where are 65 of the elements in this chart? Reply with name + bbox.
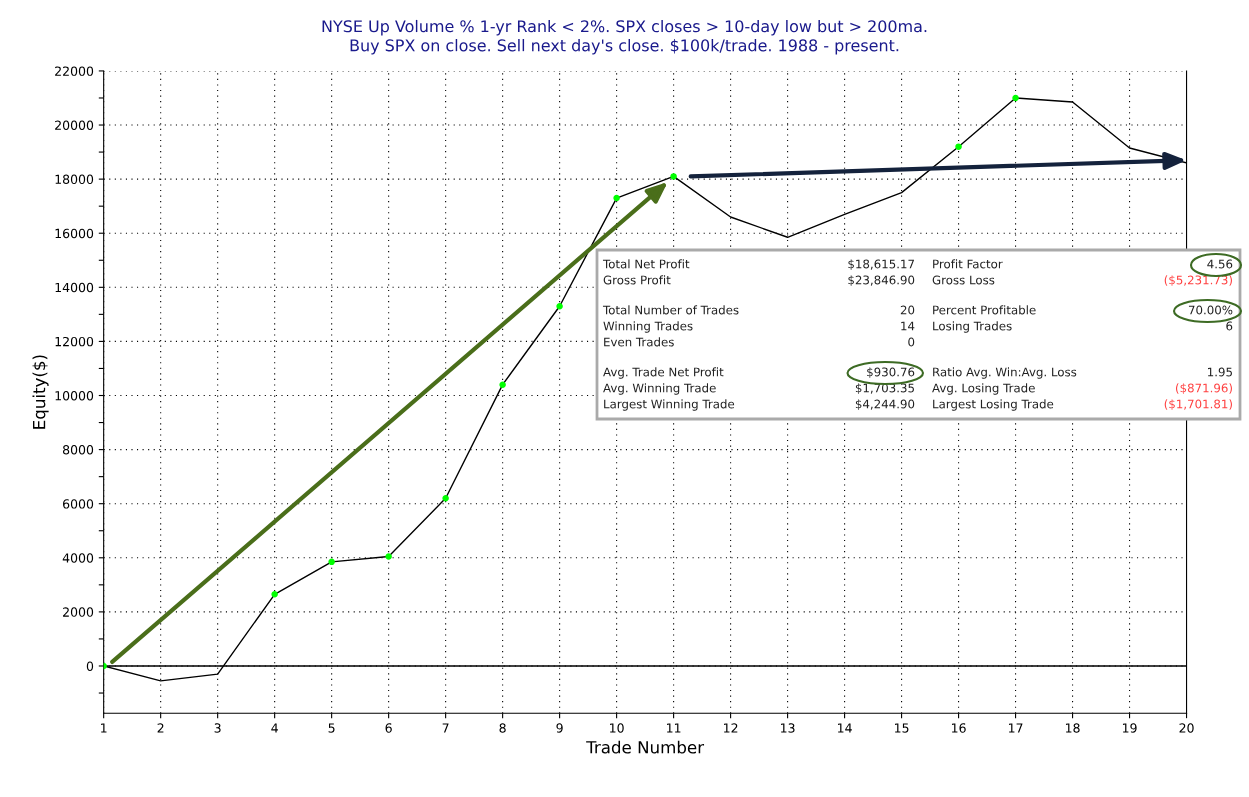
annotation: Even Trades <box>604 337 674 347</box>
text: 6 <box>1226 321 1233 331</box>
x-tick-label: 11 <box>667 723 681 733</box>
annotation: $1,703.35 <box>855 383 914 394</box>
annotation: 0 <box>908 337 915 347</box>
x-tick-label: 19 <box>1122 723 1137 733</box>
annotation: ($5,231.73) <box>1164 275 1232 286</box>
y-tick-label: 12000 <box>55 336 94 347</box>
annotation: Avg. Losing Trade <box>932 383 1035 395</box>
annotation: Gross Loss <box>932 275 995 285</box>
x-tick-label: 5 <box>328 723 335 733</box>
x-tick-label: 17 <box>1008 723 1023 733</box>
annotation: $4,244.90 <box>855 399 915 410</box>
x-tick-label: 15 <box>895 723 909 733</box>
y-tick-label: 20000 <box>55 120 94 130</box>
annotation: Total Net Profit <box>602 259 690 269</box>
y-tick-label: 18000 <box>55 174 94 185</box>
y-tick-label: 4000 <box>62 553 94 563</box>
annotation: Largest Losing Trade <box>933 399 1054 411</box>
x-tick-label: 18 <box>1065 723 1080 733</box>
x-tick-label: 4 <box>271 723 278 733</box>
y-tick-label: 8000 <box>62 445 94 455</box>
text: 70.00% <box>1188 305 1233 315</box>
x-tick-label: 16 <box>951 723 966 733</box>
annotation: 20 <box>900 305 915 315</box>
annotation: Avg. Trade Net Profit <box>603 367 724 379</box>
annotation: $23,846.90 <box>848 275 915 286</box>
annotation: ($871.96) <box>1175 383 1232 394</box>
chart-title: NYSE Up Volume % 1-yr Rank < 2%. SPX closes > 10-day low but > 200ma. Buy SPX on close. Sell next day's close. $100k/trade. 1988 - present. <box>322 19 927 55</box>
x-tick-label: 6 <box>385 723 392 733</box>
annotation: Total Number of Trades <box>602 305 739 315</box>
x-tick-label: 10 <box>610 723 624 733</box>
y-tick-label: 10000 <box>55 390 94 401</box>
x-tick-label: 1 <box>101 723 107 733</box>
annotation: $18,615.17 <box>848 259 914 270</box>
x-tick-label: 20 <box>1179 723 1194 733</box>
annotation: ($1,701.81) <box>1164 399 1232 410</box>
x-axis-title: Trade Number <box>586 740 705 754</box>
annotation: Losing Trades <box>933 321 1012 333</box>
annotation: Winning Trades <box>603 321 693 333</box>
x-tick-label: 8 <box>499 723 506 733</box>
y-tick-label: 2000 <box>63 607 94 617</box>
text: 4.56 <box>1207 259 1233 269</box>
annotation: Gross Profit <box>603 275 671 285</box>
x-tick-label: 3 <box>214 723 221 733</box>
x-tick-label: 2 <box>157 723 164 733</box>
annotation: Largest Winning Trade <box>604 399 735 411</box>
y-tick-label: 16000 <box>55 228 94 239</box>
y-axis-title: Equity($) <box>32 355 49 429</box>
annotation: Ratio Avg. Win:Avg. Loss <box>933 367 1077 379</box>
y-tick-label: 14000 <box>55 282 94 293</box>
x-tick-label: 13 <box>781 723 795 733</box>
y-tick-label: 22000 <box>55 66 94 76</box>
annotation: Avg. Winning Trade <box>603 383 716 395</box>
x-tick-label: 9 <box>556 723 563 733</box>
annotation: 14 <box>901 321 915 331</box>
x-tick-label: 7 <box>442 723 449 733</box>
text: 1.95 <box>1208 367 1232 377</box>
annotation: $930.76 <box>867 367 915 378</box>
annotation: Profit Factor <box>933 259 1003 269</box>
y-tick-label: 6000 <box>63 499 94 509</box>
annotation: Percent Profitable <box>933 305 1036 315</box>
x-tick-label: 14 <box>838 723 852 733</box>
y-tick-label: 0 <box>86 661 94 671</box>
x-tick-label: 12 <box>724 723 738 733</box>
